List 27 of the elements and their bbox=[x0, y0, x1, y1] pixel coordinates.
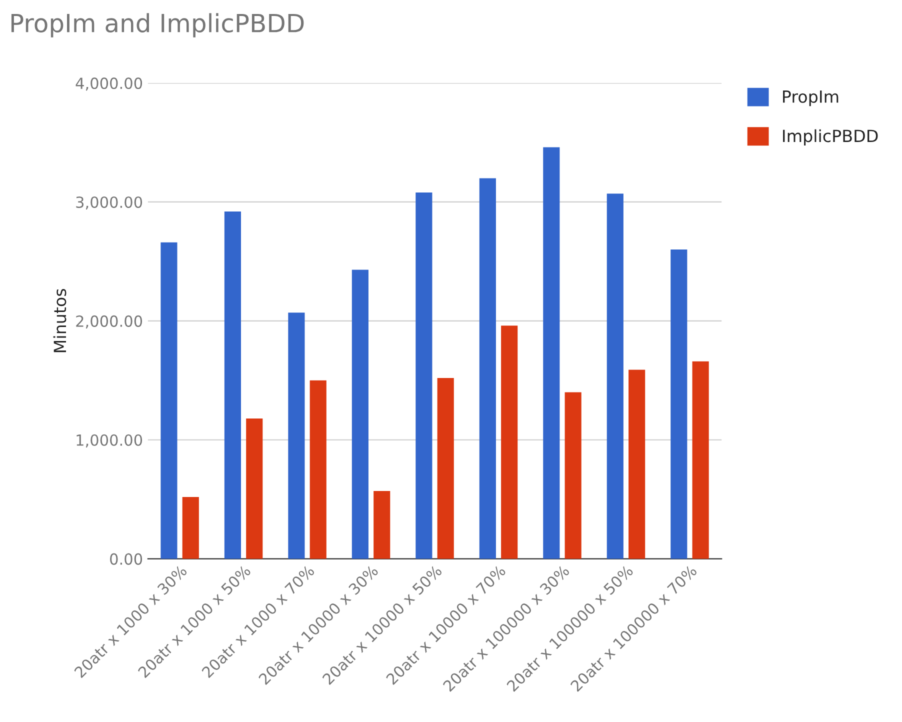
bar bbox=[606, 194, 624, 559]
bar bbox=[246, 418, 263, 559]
bar bbox=[182, 496, 199, 559]
bar bbox=[692, 361, 709, 559]
bar bbox=[564, 392, 582, 559]
bar bbox=[628, 370, 646, 559]
y-axis-title: Minutos bbox=[53, 288, 66, 352]
y-tick-label: 0.00 bbox=[110, 553, 142, 565]
bar bbox=[437, 378, 454, 559]
bar bbox=[501, 326, 518, 559]
bar bbox=[310, 380, 326, 559]
legend-label: PropIm bbox=[783, 90, 838, 106]
bar bbox=[160, 242, 178, 559]
legend-label: ImplicPBDD bbox=[783, 129, 878, 146]
y-tick-label: 3,000.00 bbox=[76, 196, 142, 210]
bar bbox=[288, 312, 305, 559]
chart-title: PropIm and ImplicPBDD bbox=[11, 13, 304, 38]
bar bbox=[224, 211, 241, 559]
bar bbox=[543, 147, 560, 559]
y-tick-label: 2,000.00 bbox=[76, 315, 142, 329]
bar bbox=[670, 250, 688, 559]
bar bbox=[352, 270, 368, 559]
y-tick-label: 1,000.00 bbox=[76, 434, 142, 448]
bar bbox=[416, 192, 432, 559]
bar bbox=[479, 178, 496, 559]
bar bbox=[374, 491, 390, 559]
y-tick-label: 4,000.00 bbox=[76, 77, 142, 91]
